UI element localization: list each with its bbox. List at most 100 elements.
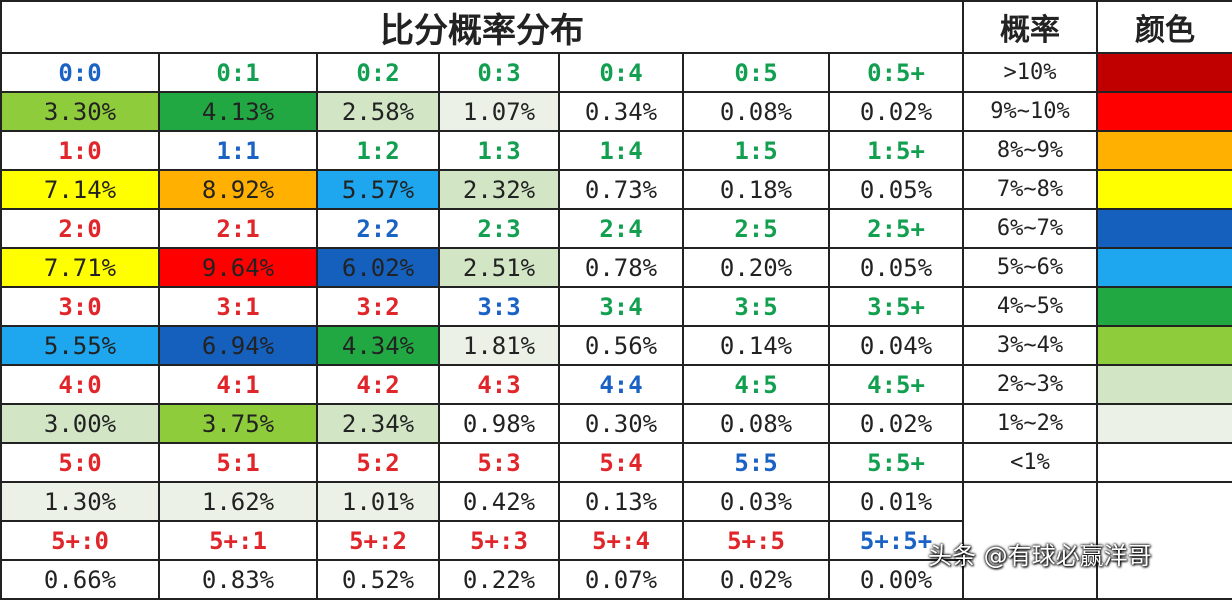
score-label: 5+:2 <box>316 520 440 561</box>
probability-cell: 0.05% <box>827 169 965 210</box>
probability-row: 7.14% 8.92% 5.57% 2.32% 0.73% 0.18% 0.05% 7%~8% <box>0 169 1232 210</box>
score-row: 3:0 3:1 3:2 3:3 3:4 3:5 3:5+ 4%~5% <box>0 286 1232 327</box>
probability-cell: 0.03% <box>682 481 830 522</box>
legend-color-swatch <box>1096 286 1232 327</box>
probability-cell: 0.73% <box>558 169 684 210</box>
probability-cell: 0.98% <box>438 403 560 444</box>
probability-cell: 4.34% <box>316 325 440 366</box>
probability-cell: 6.02% <box>316 247 440 288</box>
score-label: 3:5+ <box>827 286 965 327</box>
legend-color-swatch <box>1096 364 1232 405</box>
score-label: 2:0 <box>0 208 160 249</box>
probability-cell: 3.75% <box>158 403 318 444</box>
legend-range: <1% <box>962 442 1099 483</box>
score-label: 0:5+ <box>827 52 965 93</box>
score-label: 5+:3 <box>438 520 560 561</box>
score-label: 3:2 <box>316 286 440 327</box>
legend-color-swatch <box>1096 208 1232 249</box>
watermark: 头条 @有球必赢洋哥 <box>928 542 1152 570</box>
score-label: 0:5 <box>682 52 830 93</box>
score-row: 1:0 1:1 1:2 1:3 1:4 1:5 1:5+ 8%~9% <box>0 130 1232 171</box>
score-label: 4:3 <box>438 364 560 405</box>
probability-cell: 0.52% <box>316 559 440 600</box>
score-row: 2:0 2:1 2:2 2:3 2:4 2:5 2:5+ 6%~7% <box>0 208 1232 249</box>
probability-cell: 3.30% <box>0 91 160 132</box>
score-label: 4:1 <box>158 364 318 405</box>
score-label: 1:4 <box>558 130 684 171</box>
score-label: 3:3 <box>438 286 560 327</box>
legend-range: 5%~6% <box>962 247 1099 288</box>
score-label: 5+:5+ <box>827 520 965 561</box>
probability-cell: 0.08% <box>682 91 830 132</box>
score-label: 4:4 <box>558 364 684 405</box>
probability-cell: 0.07% <box>558 559 684 600</box>
legend-range: 8%~9% <box>962 130 1099 171</box>
score-row: 4:0 4:1 4:2 4:3 4:4 4:5 4:5+ 2%~3% <box>0 364 1232 405</box>
probability-cell: 0.78% <box>558 247 684 288</box>
score-label: 1:1 <box>158 130 318 171</box>
page-title: 比分概率分布 <box>0 0 965 54</box>
probability-cell: 3.00% <box>0 403 160 444</box>
legend-range: 2%~3% <box>962 364 1099 405</box>
score-label: 5+:1 <box>158 520 318 561</box>
score-row: 0:0 0:1 0:2 0:3 0:4 0:5 0:5+ >10% <box>0 52 1232 93</box>
probability-cell: 1.30% <box>0 481 160 522</box>
legend-range: 3%~4% <box>962 325 1099 366</box>
legend-range: 1%~2% <box>962 403 1099 444</box>
score-label: 4:5 <box>682 364 830 405</box>
score-label: 1:0 <box>0 130 160 171</box>
probability-cell: 1.07% <box>438 91 560 132</box>
probability-cell: 0.04% <box>827 325 965 366</box>
probability-cell: 0.02% <box>682 559 830 600</box>
probability-cell: 0.02% <box>827 403 965 444</box>
probability-cell: 0.42% <box>438 481 560 522</box>
probability-cell: 0.05% <box>827 247 965 288</box>
legend-color-swatch <box>1096 442 1232 483</box>
score-label: 2:3 <box>438 208 560 249</box>
probability-cell: 1.01% <box>316 481 440 522</box>
score-label: 1:2 <box>316 130 440 171</box>
probability-cell: 6.94% <box>158 325 318 366</box>
score-label: 5:1 <box>158 442 318 483</box>
score-label: 3:5 <box>682 286 830 327</box>
score-label: 2:5 <box>682 208 830 249</box>
score-label: 0:4 <box>558 52 684 93</box>
probability-cell: 1.81% <box>438 325 560 366</box>
score-label: 4:5+ <box>827 364 965 405</box>
score-label: 5:4 <box>558 442 684 483</box>
probability-cell: 0.66% <box>0 559 160 600</box>
probability-cell: 0.02% <box>827 91 965 132</box>
score-label: 3:4 <box>558 286 684 327</box>
probability-cell: 2.32% <box>438 169 560 210</box>
probability-row: 3.00% 3.75% 2.34% 0.98% 0.30% 0.08% 0.02% 1%~2% <box>0 403 1232 444</box>
legend-range: 7%~8% <box>962 169 1099 210</box>
probability-cell: 0.83% <box>158 559 318 600</box>
score-label: 0:0 <box>0 52 160 93</box>
probability-cell: 0.08% <box>682 403 830 444</box>
legend-range: 4%~5% <box>962 286 1099 327</box>
score-label: 5:5+ <box>827 442 965 483</box>
legend-color-swatch <box>1096 130 1232 171</box>
score-label: 1:3 <box>438 130 560 171</box>
probability-cell: 2.51% <box>438 247 560 288</box>
legend-range: 9%~10% <box>962 91 1099 132</box>
legend-range: >10% <box>962 52 1099 93</box>
legend-color-swatch <box>1096 91 1232 132</box>
score-label: 3:1 <box>158 286 318 327</box>
probability-cell: 0.56% <box>558 325 684 366</box>
score-label: 2:1 <box>158 208 318 249</box>
probability-cell: 2.58% <box>316 91 440 132</box>
probability-cell: 0.34% <box>558 91 684 132</box>
probability-cell: 0.20% <box>682 247 830 288</box>
score-label: 0:3 <box>438 52 560 93</box>
probability-cell: 5.57% <box>316 169 440 210</box>
score-label: 2:4 <box>558 208 684 249</box>
probability-cell: 1.62% <box>158 481 318 522</box>
probability-cell: 0.18% <box>682 169 830 210</box>
probability-row: 3.30% 4.13% 2.58% 1.07% 0.34% 0.08% 0.02% 9%~10… <box>0 91 1232 132</box>
score-label: 5:3 <box>438 442 560 483</box>
score-label: 5+:0 <box>0 520 160 561</box>
legend-range: 6%~7% <box>962 208 1099 249</box>
legend-color-swatch <box>1096 325 1232 366</box>
